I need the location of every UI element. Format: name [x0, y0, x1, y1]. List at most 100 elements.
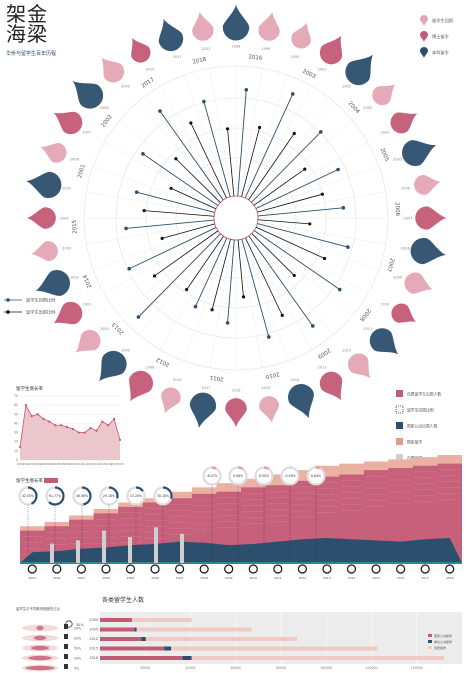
area-xtick: 2010 [70, 462, 77, 466]
drop-label: 2001 [318, 68, 327, 72]
spoke-a [203, 101, 231, 197]
year-node [297, 564, 307, 574]
year-label: 2003 [301, 69, 317, 81]
person-icon [64, 664, 68, 669]
spoke-a [159, 110, 224, 201]
spoke-b [227, 128, 235, 197]
drop-label: 2007 [404, 217, 413, 221]
legend-label: 留学生回国 [432, 17, 453, 24]
bar-category: 2015 [89, 647, 98, 651]
grid-spoke [183, 75, 229, 198]
drop-shape [319, 35, 343, 65]
grid-spoke [252, 120, 353, 205]
grid-spoke [256, 225, 379, 271]
spoke-a [257, 223, 348, 248]
spoke-b-point [241, 295, 246, 299]
spoke-b [245, 237, 283, 316]
edu-ellipse-inner [36, 625, 44, 631]
spoke-a [195, 237, 228, 307]
grey-column [102, 530, 106, 563]
bar-legend-label: 单位公派留学 [434, 639, 452, 644]
bar-xtick: 100000 [320, 666, 332, 670]
drop-marker [129, 370, 153, 402]
person-icon [64, 634, 68, 639]
area-xtick: 2004 [34, 462, 41, 466]
drop-marker [415, 206, 447, 230]
bar-segment [100, 627, 135, 632]
line-legend-dot [6, 310, 10, 314]
year-label: 2007 [385, 257, 395, 273]
grid-spoke [138, 234, 223, 335]
ring-label: 8.50% [259, 474, 269, 478]
spoke-a-point [244, 88, 249, 92]
drop-shape [53, 111, 83, 135]
stacked-area-chart [18, 455, 462, 574]
drop-shape [129, 370, 153, 402]
bar-segment [145, 637, 298, 641]
year-node [101, 564, 111, 574]
year-node-label: 2009 [225, 576, 233, 580]
spoke-b [170, 187, 217, 210]
spoke-b-point [308, 222, 312, 226]
area-xtick: 2015 [99, 462, 106, 466]
bar-xtick: 140000 [411, 666, 423, 670]
drop-shape [75, 329, 101, 353]
edu-ellipse-inner [31, 645, 49, 651]
drop-shape [131, 37, 151, 63]
drop-marker [131, 37, 151, 63]
area-point [89, 426, 92, 430]
area-point [118, 438, 122, 441]
drop-label: 2011 [363, 327, 372, 331]
drop-shape [415, 206, 447, 230]
area-ytick: 50 [14, 412, 18, 416]
drop-marker [347, 353, 371, 379]
drop-marker [402, 140, 437, 166]
drop-label: 1999 [261, 47, 270, 51]
legend-swatch [396, 422, 403, 429]
drop-marker [72, 81, 104, 109]
spoke-b-point [225, 127, 230, 131]
drop-shape [158, 18, 184, 52]
year-node-label: 2018 [446, 576, 454, 580]
year-node-label: 2007 [176, 576, 184, 580]
drop-marker [40, 143, 67, 163]
drop-shape [402, 140, 437, 166]
drop-marker [26, 207, 56, 229]
spoke-a-point [193, 304, 198, 309]
bar-legend-swatch [428, 634, 432, 637]
year-node [224, 564, 234, 574]
year-label: 2013 [111, 321, 125, 336]
year-label: 2012 [156, 356, 171, 368]
grey-column [128, 537, 132, 563]
year-label: 2016 [248, 54, 263, 62]
grid-spoke [249, 101, 334, 202]
grid-spoke [159, 236, 226, 350]
grid-spoke [239, 239, 263, 368]
grid-spoke [104, 228, 218, 295]
spoke-a [251, 131, 322, 203]
grid-spoke [183, 238, 229, 361]
grid-spoke [159, 86, 226, 200]
drop-shape [372, 84, 396, 106]
percent-label: 30% [76, 623, 84, 627]
grid-spoke [254, 228, 368, 295]
edu-label: 5% [74, 667, 79, 671]
grid-spoke [257, 221, 386, 245]
person-icon [64, 654, 68, 659]
area-point [113, 417, 116, 420]
drop-label: 2012 [342, 348, 351, 352]
drop-shape [258, 11, 280, 41]
drop-shape [222, 4, 250, 41]
edu-ellipse-inner [25, 665, 55, 671]
ring-value [18, 486, 38, 506]
ring-label: -0.59% [284, 474, 295, 478]
drop-shape [291, 22, 311, 49]
drop-marker [161, 387, 181, 414]
drop-marker [222, 4, 250, 41]
edu-label: 20% [74, 657, 81, 661]
area-xtick: 2006 [46, 462, 53, 466]
spoke-a-point [341, 206, 346, 210]
spoke-b-point [142, 209, 146, 213]
grid-spoke [86, 191, 215, 215]
